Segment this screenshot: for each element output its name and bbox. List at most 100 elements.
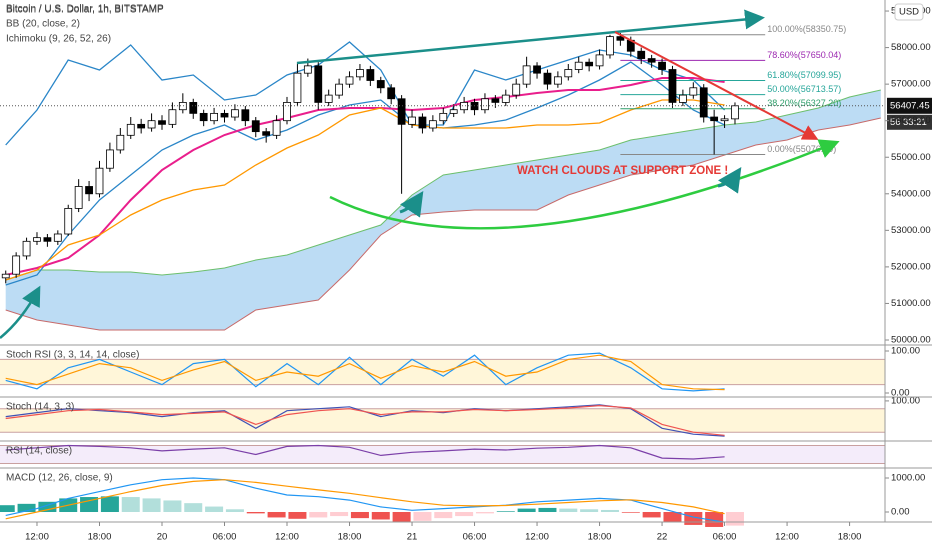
histogram-bar [538,507,557,513]
candle-body [293,72,302,103]
candle-body [678,94,687,103]
candle-body [533,65,541,74]
candle-body [606,36,614,56]
candle-body [408,116,416,125]
candle-body [314,65,323,103]
candle-body [376,80,385,89]
y-tick-label: 100.00 [891,395,920,406]
trend-line [614,31,819,140]
candle-body [356,69,364,78]
histogram-bar [475,512,494,514]
candle-body [220,112,229,118]
candle-body [543,72,552,85]
x-tick-label: 22 [657,532,668,543]
histogram-bar [371,512,390,520]
histogram-bar [163,500,182,513]
histogram-bar [392,512,411,523]
candle-body [33,237,41,242]
candle-body [210,112,218,122]
candle-body [22,240,31,257]
fib-label: 0.00%(55076.39) [767,144,836,154]
histogram-bar [17,503,36,513]
band [0,445,885,464]
histogram-bar [642,512,661,518]
overlay-line [5,77,725,276]
histogram-bar [517,508,536,513]
candle-body [387,87,396,100]
candle-body [168,109,177,125]
panel-title: MACD (12, 26, close, 9) [6,473,113,484]
histogram-bar [142,498,161,513]
countdown: 33:21 [903,117,927,128]
candle-body [512,83,521,96]
candle-body [116,134,125,151]
histogram-bar [559,508,578,513]
panel-title: Stoch (14, 3, 3) [6,402,74,413]
candle-body [418,116,427,129]
overlay-line [5,99,725,281]
histogram-bar [496,511,515,513]
candle-body [64,208,73,235]
fib-label: 100.00%(58350.75) [767,24,846,34]
candle-body [366,69,375,81]
indicator-line [5,477,725,523]
histogram-bar [350,512,369,519]
candle-body [1,273,10,279]
candle-body [553,76,562,85]
indicator-line [5,404,725,436]
x-tick-label: 21 [407,532,418,543]
candle-body [522,65,531,85]
candle-body [43,237,52,242]
currency[interactable]: USD [899,7,919,18]
candle-body [272,120,281,136]
drawings: WATCH CLOUDS AT SUPPORT ZONE ! [0,9,840,339]
y-tick-label: 52000.00 [891,261,931,272]
y-tick-label: 55000.00 [891,152,931,163]
legend-entry: Ichimoku (9, 26, 52, 26) [6,34,111,45]
histogram-bar [267,512,286,518]
histogram-bar [205,506,224,513]
histogram-bar [621,512,640,513]
panel-title: RSI (14, close) [6,446,72,457]
candle-body [283,102,291,122]
histogram-bar [663,512,682,523]
candle-body [74,186,83,209]
candle-body [397,98,406,125]
last-price-box [887,97,932,114]
y-tick-label: 0.00 [891,388,910,399]
curve-arrow [329,139,840,230]
trend-line [296,9,765,65]
y-tick-label: 54000.00 [891,188,931,199]
x-tick-label: 12:00 [275,532,299,543]
histogram-bar [38,501,57,513]
histogram-bar [600,509,619,513]
candle-body [637,50,646,59]
cloud [5,90,881,330]
candle-body [106,149,114,169]
countdown-box [887,114,932,130]
fib-label: 38.20%(56327.20) [767,98,841,108]
x-tick-label: 18:00 [338,532,362,543]
arrow [399,191,424,218]
indicator-line [5,479,725,520]
candle-body [731,105,739,120]
y-tick-label: 56000.00 [891,115,931,126]
x-tick-label: 06:00 [213,532,237,543]
y-tick-label: 57000.00 [891,79,931,90]
y-tick-label: 100.00 [891,346,920,357]
legend-entry: BB (20, close, 2) [6,19,80,30]
indicator-line [5,354,725,391]
candle-body [460,102,469,111]
histogram-bar [434,512,453,519]
candle-body [491,98,500,103]
histogram-bar [330,512,349,517]
histogram-bar [413,512,432,521]
candle-body [501,94,510,103]
candle-body [158,120,166,125]
x-tick-label: 12:00 [775,532,799,543]
candle-body [12,255,21,275]
candle-body [699,87,708,118]
y-tick-label: 53000.00 [891,225,931,236]
histogram-bar [705,512,724,527]
currency-button[interactable] [894,3,924,21]
